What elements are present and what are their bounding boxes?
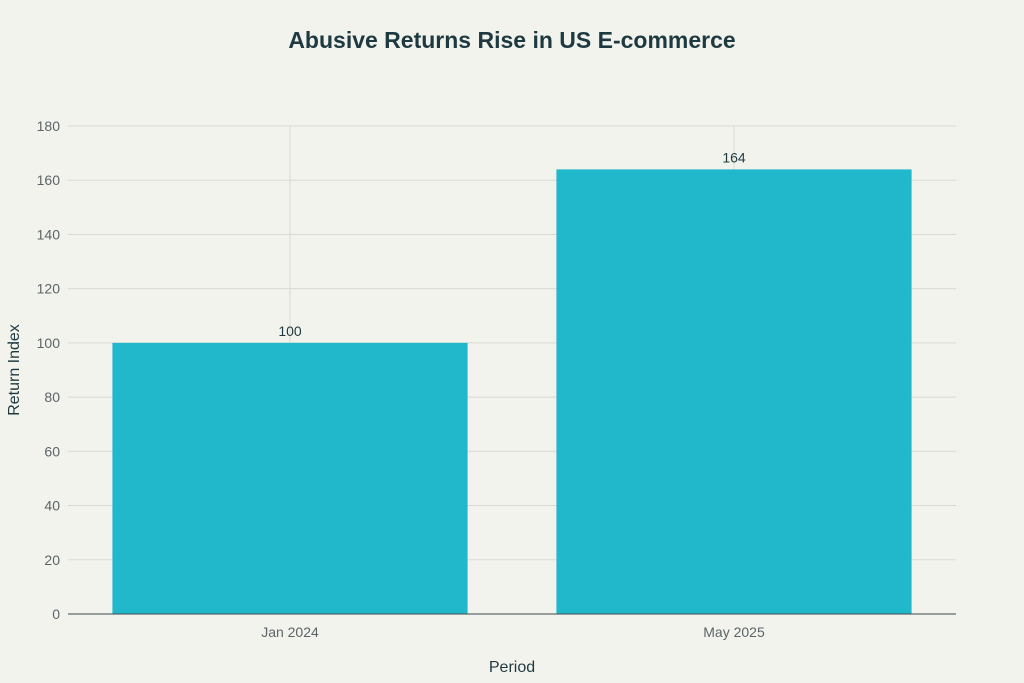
y-tick-label: 80 (44, 389, 60, 405)
axes: 0 20 40 60 80 100 120 140 160 180 Jan 2024 May 2025 (37, 118, 956, 640)
y-tick-label: 20 (44, 552, 60, 568)
y-tick-label: 180 (37, 118, 61, 134)
bar-may-2025 (556, 169, 912, 614)
y-tick-label: 100 (37, 335, 61, 351)
bar-jan-2024 (112, 342, 468, 614)
chart-title: Abusive Returns Rise in US E-commerce (288, 27, 736, 53)
x-axis-title: Period (489, 659, 535, 676)
data-labels: 100 164 (278, 149, 746, 339)
y-tick-label: 160 (37, 172, 61, 188)
x-tick-label: May 2025 (703, 624, 765, 640)
y-tick-label: 120 (37, 281, 61, 297)
x-tick-label: Jan 2024 (261, 624, 319, 640)
y-tick-label: 40 (44, 498, 60, 514)
y-tick-label: 0 (52, 606, 60, 622)
y-tick-label: 140 (37, 226, 61, 242)
bars (112, 169, 912, 614)
y-tick-label: 60 (44, 443, 60, 459)
y-axis-title: Return Index (6, 324, 23, 416)
data-label: 100 (278, 323, 302, 339)
data-label: 164 (722, 149, 746, 165)
